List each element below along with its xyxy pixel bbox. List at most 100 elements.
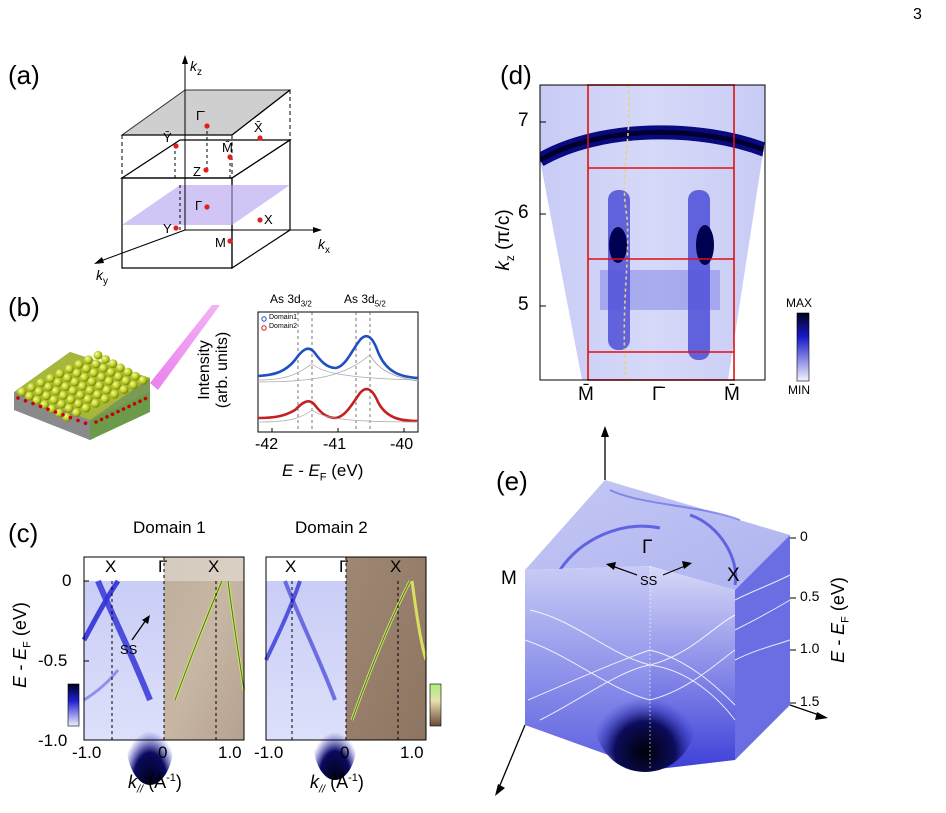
d-xtick-m-left: M̄ [578, 384, 594, 405]
e-x-label: X [727, 565, 740, 586]
atom-sphere [64, 404, 74, 413]
c1-ss-label: SS [120, 642, 138, 657]
atom-sphere [63, 373, 72, 383]
kz-axis-label: kz [190, 58, 202, 78]
c2-xlabel: k// (Å-1) [310, 772, 364, 796]
atom-sphere [74, 399, 83, 409]
e-gamma-label: Γ [642, 537, 653, 558]
page-number: 3 [913, 6, 922, 23]
xps-xtick-1: -42 [255, 436, 279, 453]
atom-sphere [82, 364, 91, 373]
m-bar-label: M̄ [222, 140, 233, 155]
atom-sphere [59, 391, 68, 400]
e-ztick-0: 0 [800, 528, 808, 544]
colorbar-min-label: MIN [788, 383, 810, 397]
atom-sphere [89, 368, 99, 378]
atom-sphere [55, 369, 65, 378]
arsenic-atom [94, 420, 98, 424]
atom-sphere [106, 368, 116, 377]
kx-axis-label: kx [318, 236, 330, 256]
atom-sphere [87, 377, 97, 386]
atom-sphere [116, 363, 125, 373]
c2-xtick-0: -1.0 [254, 743, 284, 762]
atom-sphere [34, 387, 44, 396]
atom-sphere [61, 382, 70, 391]
d-xtick-gamma: Γ̄ [652, 384, 663, 405]
atom-sphere [91, 359, 101, 369]
arsenic-atom [53, 410, 58, 414]
atom-sphere [78, 381, 87, 391]
c1-xlabel: k// (Å-1) [128, 772, 182, 796]
arsenic-atom [138, 399, 142, 404]
peak-label-3-2: As 3d3/2 [270, 292, 312, 309]
atom-sphere [72, 368, 82, 378]
atom-sphere [101, 355, 110, 364]
panel-a-label: (a) [8, 60, 40, 90]
arsenic-atom [68, 415, 73, 420]
arsenic-atom [143, 396, 148, 401]
legend-domain1: Domain1 [269, 314, 298, 321]
m-point-label: M [215, 235, 226, 250]
c1-xtick-1: 0 [158, 743, 168, 762]
c-ytick-0: 0 [62, 571, 72, 590]
atom-sphere [62, 412, 72, 422]
atom-sphere [95, 381, 104, 391]
atom-sphere [17, 387, 27, 397]
arsenic-atom [38, 404, 43, 409]
arsenic-atom [76, 418, 80, 423]
xps-xtick-3: -40 [390, 436, 414, 453]
atom-sphere [72, 408, 81, 417]
d-xtick-m-right: M̄ [724, 384, 740, 405]
atom-sphere [85, 386, 95, 395]
y-bar-label: Ȳ [163, 130, 172, 145]
c1-xtick-2: 1.0 [218, 743, 242, 762]
e-ztick-1: 0.5 [800, 588, 820, 604]
atom-sphere [51, 386, 61, 396]
e-zlabel: E - EF (eV) [828, 577, 852, 663]
atom-sphere [108, 359, 118, 368]
e-ztick-2: 1.0 [800, 640, 820, 656]
arsenic-atom [116, 409, 120, 414]
x-point-label: X [264, 212, 273, 227]
atom-sphere [46, 373, 55, 383]
arsenic-atom [99, 417, 104, 422]
c-ytick-1: -0.5 [38, 651, 68, 670]
atom-sphere [32, 396, 42, 405]
arsenic-atom [83, 421, 88, 426]
atom-sphere [44, 382, 53, 392]
atom-sphere [102, 385, 112, 395]
d-ytick-7: 7 [518, 110, 529, 131]
xps-xlabel: E - EF (eV) [282, 461, 364, 484]
atom-sphere [74, 360, 84, 369]
d-ytick-5: 5 [518, 294, 529, 315]
atom-sphere [123, 367, 133, 377]
c2-x-symbol-right: X [390, 557, 402, 576]
atom-sphere [70, 377, 80, 387]
atom-sphere [129, 380, 138, 390]
y-point-label: Y [163, 221, 172, 236]
peak-label-5-2: As 3d5/2 [344, 292, 386, 309]
atom-sphere [76, 390, 85, 400]
atom-sphere [40, 400, 49, 409]
atom-sphere [65, 364, 74, 374]
arsenic-atom [16, 396, 20, 400]
atom-sphere [27, 383, 36, 392]
panel-e-label: (e) [496, 466, 528, 496]
c2-gamma-symbol: Γ [339, 557, 349, 576]
atom-sphere [93, 350, 103, 360]
atom-sphere [114, 372, 123, 381]
atom-sphere [53, 378, 63, 387]
atom-sphere [104, 376, 114, 386]
d-ytick-6: 6 [518, 202, 529, 223]
arsenic-atom [46, 407, 50, 412]
colorbar-max-label: MAX [786, 296, 813, 310]
c1-x-symbol-left: X [105, 557, 117, 576]
e-ztick-3: 1.5 [800, 693, 820, 709]
atom-sphere [93, 390, 102, 399]
arsenic-atom [23, 399, 28, 403]
panel-b-label: (b) [8, 292, 40, 322]
z-label: Z [193, 164, 201, 179]
